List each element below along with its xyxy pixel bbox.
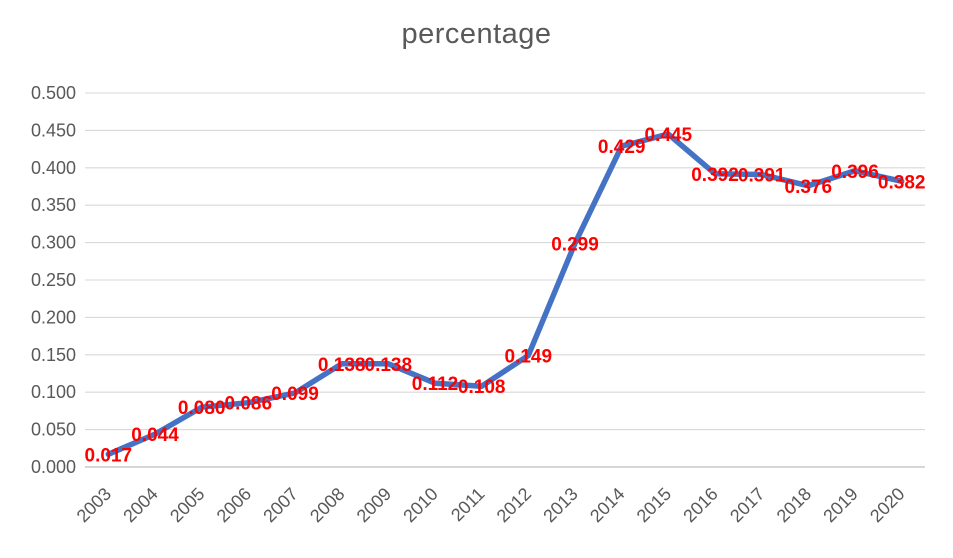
data-label: 0.086 [225,394,273,415]
x-axis-tick-label: 2019 [819,484,861,526]
x-axis-tick-label: 2014 [586,484,628,526]
data-label: 0.138 [365,355,413,376]
y-axis-tick-label: 0.200 [31,307,76,327]
x-axis-tick-label: 2010 [399,484,441,526]
y-axis-tick-label: 0.350 [31,195,76,215]
data-label: 0.017 [85,445,133,466]
data-label: 0.445 [645,125,693,146]
data-label: 0.080 [178,398,226,419]
chart-title: percentage [401,18,552,50]
series-line [105,131,905,458]
y-axis-tick-label: 0.500 [31,83,76,103]
data-label: 0.108 [458,377,506,398]
x-axis-tick-label: 2020 [866,484,908,526]
x-axis-tick-label: 2006 [213,484,255,526]
x-axis-tick-label: 2017 [726,484,768,526]
data-label: 0.429 [598,137,646,158]
data-label: 0.382 [878,172,926,193]
y-axis-tick-label: 0.400 [31,158,76,178]
x-axis-tick-label: 2011 [447,484,489,526]
data-label: 0.392 [691,165,739,186]
y-axis-tick-label: 0.150 [31,345,76,365]
gridlines [85,92,925,468]
y-axis-tick-label: 0.000 [31,457,76,477]
x-axis-tick-label: 2007 [259,484,301,526]
series-line-percentage [105,131,905,458]
x-axis-tick-label: 2013 [539,484,581,526]
y-axis-tick-label: 0.100 [31,382,76,402]
data-label: 0.391 [738,166,786,187]
data-label: 0.396 [831,162,879,183]
x-axis-tick-label: 2009 [353,484,395,526]
data-label: 0.099 [271,384,319,405]
y-axis-tick-label: 0.450 [31,120,76,140]
x-axis-tick-label: 2004 [119,484,161,526]
y-axis-tick-label: 0.300 [31,233,76,253]
x-axis-tick-label: 2012 [493,484,535,526]
data-label: 0.299 [551,234,599,255]
data-label: 0.138 [318,355,366,376]
y-axis-tick-label: 0.050 [31,420,76,440]
y-axis-tick-label: 0.250 [31,270,76,290]
x-axis-tick-label: 2016 [679,484,721,526]
x-axis-tick-label: 2015 [633,484,675,526]
data-label: 0.044 [131,425,179,446]
data-label: 0.149 [505,347,553,368]
data-label: 0.376 [785,177,833,198]
x-axis-labels: 2003 2004 2005 2006 2007 2008 2009 2010 2011 2012… [73,484,909,526]
data-label: 0.112 [412,374,459,395]
x-axis-tick-label: 2003 [73,484,115,526]
x-axis-tick-label: 2008 [306,484,348,526]
y-axis-labels: 0.000 0.050 0.100 0.150 0.200 0.250 0.300 0.350… [31,83,76,477]
x-axis-tick-label: 2018 [773,484,815,526]
x-axis-tick-label: 2005 [166,484,208,526]
